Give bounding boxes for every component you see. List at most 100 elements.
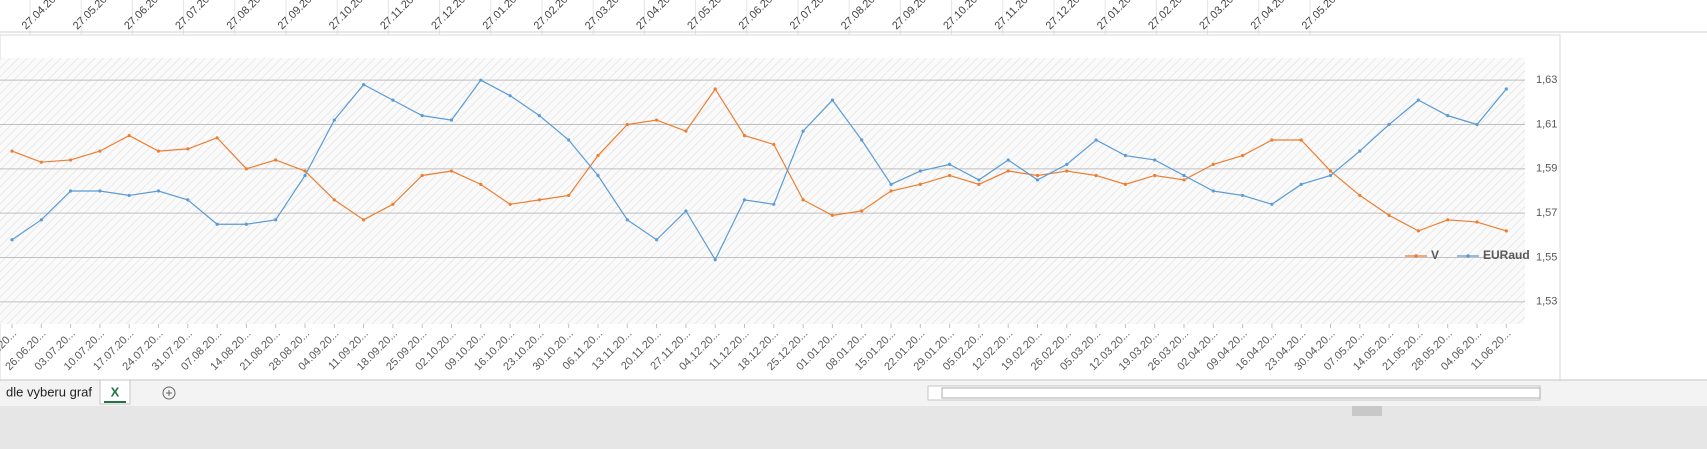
series-line: [11, 87, 1507, 232]
point-marker: [1328, 169, 1333, 173]
point-marker: [10, 149, 14, 153]
y-tick-label: 1,59: [1536, 163, 1557, 175]
point-marker: [801, 129, 805, 133]
legend-label: V: [1431, 248, 1439, 262]
point-marker: [186, 198, 190, 202]
point-marker: [479, 78, 483, 82]
point-marker: [479, 182, 483, 186]
point-marker: [1153, 173, 1157, 178]
point-marker: [1299, 138, 1303, 142]
point-marker: [537, 114, 542, 118]
y-tick-label: 1,53: [1536, 296, 1557, 308]
sheet-tab[interactable]: dle vyberu graf: [6, 384, 92, 399]
point-marker: [127, 133, 131, 138]
legend-marker: [1466, 254, 1470, 258]
point-marker: [1006, 158, 1010, 162]
y-tick-label: 1,57: [1536, 207, 1557, 219]
point-marker: [684, 209, 688, 213]
point-marker: [830, 98, 835, 102]
y-tick-label: 1,55: [1536, 251, 1557, 263]
y-tick-label: 1,63: [1536, 74, 1557, 86]
point-marker: [772, 142, 776, 147]
point-marker: [303, 173, 307, 178]
point-marker: [156, 189, 161, 193]
point-marker: [860, 138, 864, 142]
point-marker: [713, 258, 717, 262]
point-marker: [889, 182, 893, 186]
point-marker: [948, 162, 952, 166]
point-marker: [742, 198, 747, 202]
point-marker: [713, 87, 717, 91]
point-marker: [186, 147, 190, 151]
point-marker: [1182, 173, 1186, 178]
point-marker: [596, 173, 600, 178]
point-marker: [1241, 193, 1245, 198]
point-marker: [332, 118, 336, 122]
point-marker: [362, 83, 366, 87]
point-marker: [537, 198, 542, 202]
active-tab[interactable]: [99, 379, 131, 405]
point-marker: [1387, 122, 1391, 127]
point-marker: [274, 218, 278, 222]
point-marker: [1475, 122, 1479, 127]
scroll-thumb[interactable]: [941, 387, 1541, 399]
point-marker: [420, 114, 424, 118]
point-marker: [1211, 189, 1215, 193]
point-marker: [977, 178, 981, 182]
point-marker: [215, 136, 219, 140]
point-marker: [449, 169, 454, 173]
series-line: [11, 79, 1507, 261]
point-marker: [39, 160, 43, 164]
point-marker: [1211, 162, 1215, 166]
point-marker: [1182, 178, 1186, 182]
point-marker: [1387, 213, 1391, 217]
add-sheet[interactable]: [162, 386, 176, 400]
point-marker: [391, 98, 395, 102]
point-marker: [1065, 169, 1069, 173]
point-marker: [10, 238, 14, 242]
point-marker: [977, 182, 981, 186]
point-marker: [1504, 87, 1508, 91]
point-marker: [98, 149, 102, 153]
point-marker: [508, 202, 512, 206]
point-marker: [860, 209, 864, 213]
point-marker: [1299, 182, 1303, 186]
point-marker: [625, 218, 629, 222]
point-marker: [274, 158, 278, 162]
point-marker: [362, 218, 366, 222]
point-marker: [1446, 218, 1450, 222]
point-marker: [1358, 193, 1362, 198]
point-marker: [1241, 153, 1245, 158]
point-marker: [1270, 138, 1274, 142]
point-marker: [772, 202, 776, 206]
point-marker: [508, 94, 512, 98]
point-marker: [918, 169, 922, 173]
point-marker: [655, 238, 659, 242]
y-tick-label: 1,61: [1536, 118, 1557, 130]
point-marker: [889, 189, 893, 193]
point-marker: [1328, 173, 1333, 178]
point-marker: [215, 222, 219, 226]
point-marker: [244, 167, 248, 171]
point-marker: [69, 189, 73, 193]
point-marker: [596, 153, 600, 158]
point-marker: [1475, 220, 1479, 224]
point-marker: [39, 218, 43, 222]
point-marker: [1035, 178, 1040, 182]
point-marker: [1035, 173, 1040, 178]
point-marker: [1094, 173, 1098, 178]
legend-marker: [1414, 254, 1418, 258]
point-marker: [1416, 229, 1420, 233]
view-button[interactable]: [1352, 406, 1382, 416]
point-marker: [1416, 98, 1420, 102]
point-marker: [567, 193, 571, 198]
point-marker: [303, 169, 307, 173]
sheet-tab[interactable]: X: [111, 384, 120, 399]
point-marker: [156, 149, 161, 153]
point-marker: [1358, 149, 1362, 153]
point-marker: [1094, 138, 1098, 142]
point-marker: [567, 138, 571, 142]
point-marker: [1123, 153, 1127, 158]
plot-area: [0, 58, 1525, 324]
legend-label: EURaud: [1483, 248, 1530, 262]
